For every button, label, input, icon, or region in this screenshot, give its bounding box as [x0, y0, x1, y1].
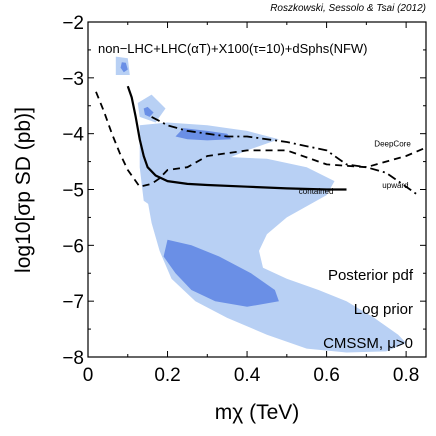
- plot-regions: [115, 56, 407, 353]
- annotation-log-prior: Log prior: [354, 301, 413, 318]
- credible-region-95-1: [137, 94, 166, 123]
- y-tick-label: −4: [62, 125, 84, 146]
- line-labels: contained DeepCore upward: [299, 140, 412, 197]
- x-tick-label: 0.6: [313, 365, 339, 386]
- y-tick-label: −8: [62, 348, 84, 369]
- line-deepcore: [95, 91, 426, 188]
- y-tick-label: −5: [62, 181, 84, 202]
- y-axis-label: log10[σp SD (pb)]: [12, 107, 35, 273]
- x-tick-label: 0.4: [234, 365, 261, 386]
- axis-ticks: 0 0.2 0.4 0.6 0.8 −8 −7 −6 −5 −4 −3 −2: [62, 13, 426, 386]
- y-tick-label: −7: [62, 292, 84, 313]
- line-contained: [126, 85, 347, 191]
- plot-lines: [95, 85, 426, 196]
- y-tick-label: −6: [62, 236, 84, 257]
- y-tick-label: −3: [62, 69, 84, 90]
- line-upward: [151, 116, 419, 196]
- credible-region-68-0: [120, 62, 128, 73]
- credible-region-95-3: [143, 150, 407, 353]
- annotation-posterior-pdf: Posterior pdf: [328, 267, 414, 284]
- annotation-model: CMSSM, μ>0: [323, 335, 413, 352]
- credible-region-95-2: [139, 122, 279, 207]
- x-tick-label: 0: [83, 365, 94, 386]
- credible-region-68-3: [163, 239, 279, 307]
- credible-region-68-1: [143, 106, 154, 117]
- x-tick-label: 0.8: [393, 365, 419, 386]
- x-tick-label: 0.2: [154, 365, 180, 386]
- x-axis-label: mχ (TeV): [215, 401, 300, 424]
- y-tick-label: −2: [62, 13, 84, 34]
- chart-title: non−LHC+LHC(αT)+X100(τ=10)+dSphs(NFW): [98, 41, 368, 56]
- line-label-contained: contained: [299, 187, 334, 196]
- line-label-upward: upward: [382, 181, 408, 190]
- line-label-deepcore: DeepCore: [374, 140, 411, 149]
- credit-text: Roszkowski, Sessolo & Tsai (2012): [270, 3, 426, 14]
